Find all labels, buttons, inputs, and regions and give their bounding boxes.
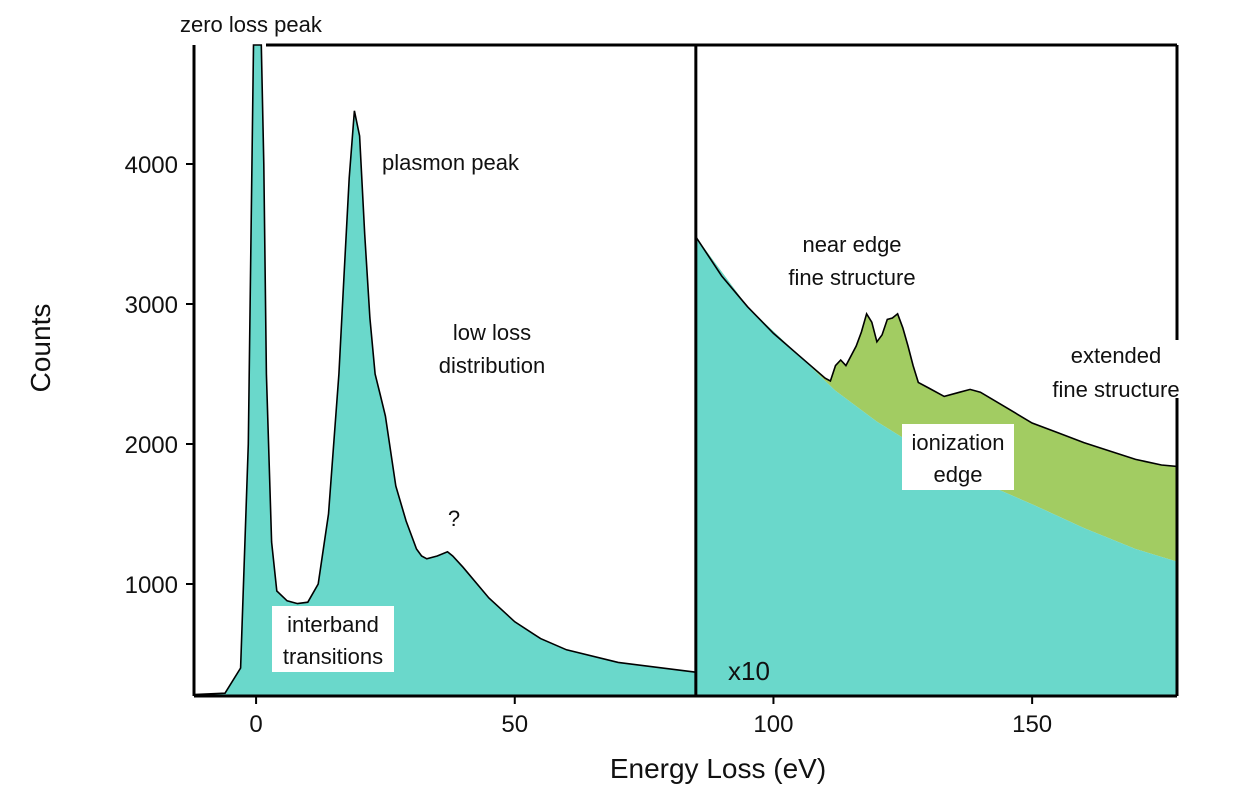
annotation-plasmon-peak: plasmon peak (382, 150, 520, 175)
plot-frame (192, 43, 1179, 698)
annotation-near-edge-fine-structure: fine structure (788, 265, 915, 290)
annotation-transitions: transitions (283, 644, 383, 669)
scale-multiplier-label: x10 (728, 656, 770, 686)
x-tick-label: 50 (501, 711, 528, 738)
x-tick-label: 100 (753, 711, 793, 738)
ionization-edge-area (695, 236, 1177, 562)
annotation-zero-loss-peak: zero loss peak (180, 12, 323, 37)
y-tick-label: 3000 (125, 292, 178, 319)
low-loss-line (193, 44, 696, 696)
y-tick-label: 2000 (125, 432, 178, 459)
x-axis-label: Energy Loss (eV) (610, 753, 826, 784)
annotation-question-mark: ? (448, 506, 460, 531)
x-tick-label: 0 (249, 711, 262, 738)
annotation-low-loss: low loss (453, 320, 531, 345)
y-tick-label: 1000 (125, 572, 178, 599)
annotation-interband: interband (287, 612, 379, 637)
high-loss-line (695, 236, 1178, 468)
interband-label-box (272, 606, 394, 672)
annotation-near-edge: near edge (802, 232, 901, 257)
annotation-distribution: distribution (439, 353, 545, 378)
y-axis-label: Counts (25, 304, 56, 393)
annotation-extended-fine-structure: fine structure (1052, 377, 1179, 402)
annotation-edge: edge (934, 462, 983, 487)
ionization-label-box (902, 424, 1014, 490)
x-tick-label: 150 (1012, 711, 1052, 738)
spectrum-fills (194, 45, 1177, 697)
annotations: zero loss peak plasmon peak low loss dis… (180, 12, 1180, 672)
spectrum-lines (193, 44, 1178, 696)
y-tick-label: 4000 (125, 152, 178, 179)
annotation-ionization: ionization (912, 430, 1005, 455)
axis-ticks: 0 50 100 150 1000 2000 3000 4000 (125, 152, 1053, 738)
annotation-extended: extended (1071, 343, 1162, 368)
low-loss-area (194, 45, 696, 696)
